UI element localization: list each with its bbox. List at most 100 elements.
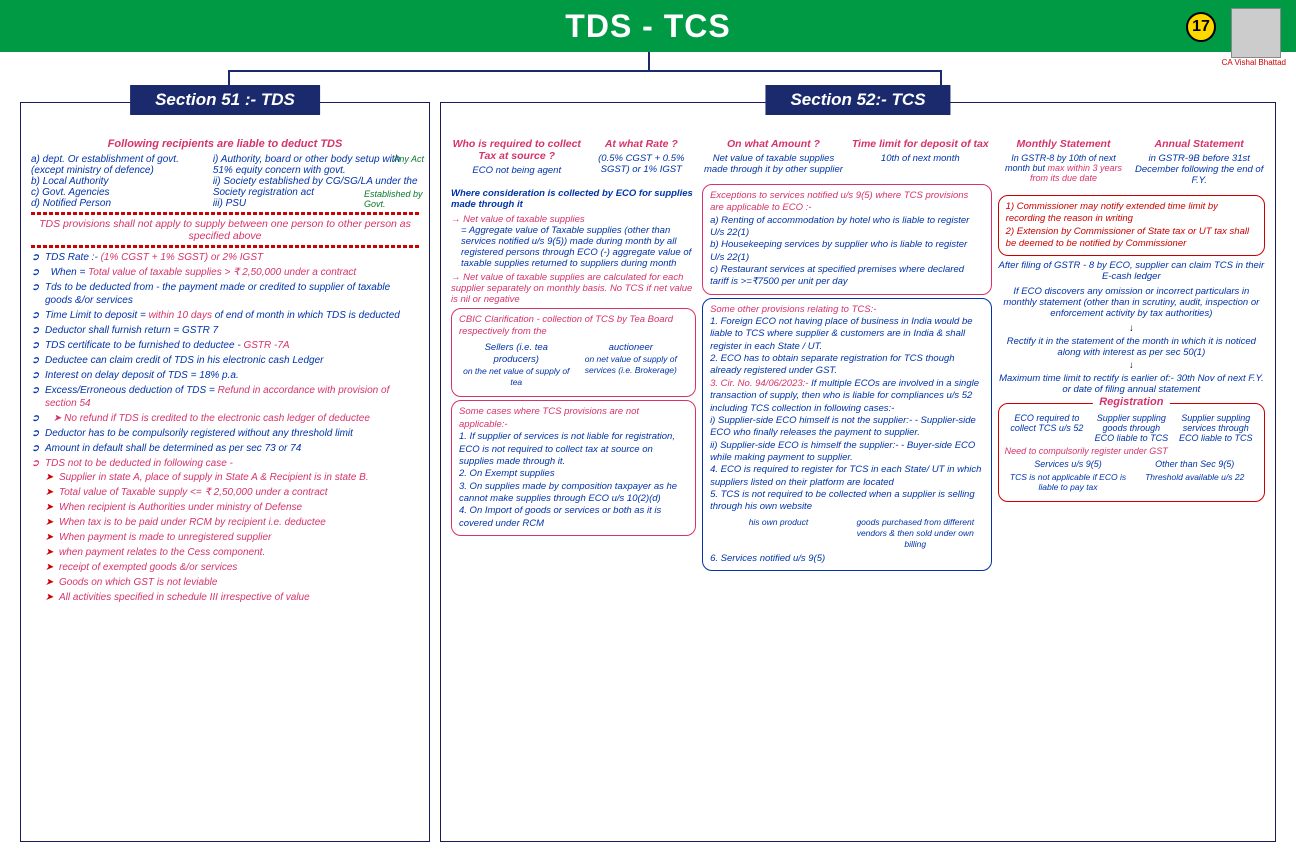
s52-col1: Who is required to collect Tax at source…: [451, 138, 696, 831]
topic-head: Monthly Statement: [998, 138, 1130, 150]
divider: [31, 245, 419, 248]
exceptions-box: Exceptions to services notified u/s 9(5)…: [702, 184, 992, 295]
tree-node: his own product: [710, 517, 847, 550]
list-item: 2) Extension by Commissioner of State ta…: [1006, 226, 1257, 251]
tree-node: TCS is not applicable if ECO is liable t…: [1005, 472, 1132, 492]
tree-sub: on net value of supply of services (i.e.…: [577, 354, 686, 376]
est-govt-note: Established by Govt.: [364, 189, 424, 209]
exc-title: Exceptions to services notified u/s 9(5)…: [710, 190, 984, 215]
topic-body: (0.5% CGST + 0.5% SGST) or 1% IGST: [586, 153, 696, 175]
tree-node: ECO required to collect TCS u/s 52: [1005, 413, 1089, 443]
topic-head: Annual Statement: [1133, 138, 1265, 150]
rule-item: Deductor shall furnish return = GSTR 7: [31, 324, 419, 337]
rule-item: Tds to be deducted from - the payment ma…: [31, 281, 419, 307]
s51-not-apply: TDS provisions shall not apply to supply…: [31, 218, 419, 242]
tree-node: Supplier suppling goods through ECO liab…: [1089, 413, 1173, 443]
list-item: receipt of exempted goods &/or services: [45, 561, 419, 574]
topic-body: 10th of next month: [849, 153, 992, 164]
s52-col3: Monthly Statement In GSTR-8 by 10th of n…: [998, 138, 1265, 831]
topic-head: On what Amount ?: [702, 138, 845, 150]
list-item: b) Housekeeping services by supplier who…: [710, 239, 984, 264]
list-item: when payment relates to the Cess compone…: [45, 546, 419, 559]
commissioner-box: 1) Commissioner may notify extended time…: [998, 195, 1265, 256]
net-value-1: → Net value of taxable supplies: [451, 214, 696, 225]
topic-body: Net value of taxable supplies made throu…: [702, 153, 845, 175]
topic-head: At what Rate ?: [586, 138, 696, 150]
list-item: a) Renting of accommodation by hotel who…: [710, 215, 984, 240]
tree-node: goods purchased from different vendors &…: [847, 517, 984, 550]
list-item: c) Govt. Agencies: [31, 187, 203, 198]
section-51-title: Section 51 :- TDS: [130, 85, 320, 115]
rule-item: Amount in default shall be determined as…: [31, 442, 419, 455]
list-item: When payment is made to unregistered sup…: [45, 531, 419, 544]
rule-item: Interest on delay deposit of TDS = 18% p…: [31, 369, 419, 382]
list-item: ii) Supplier-side ECO is himself the sup…: [710, 440, 984, 465]
registration-box: Registration ECO required to collect TCS…: [998, 403, 1265, 502]
topic-body: In GSTR-8 by 10th of next month but max …: [998, 153, 1130, 183]
list-item: 1. If supplier of services is not liable…: [459, 431, 688, 468]
divider: [31, 212, 419, 215]
rule-item: TDS certificate to be furnished to deduc…: [31, 339, 419, 352]
need-register: Need to compulsorily register under GST: [1005, 446, 1258, 456]
author-name: CA Vishal Bhattad: [1222, 58, 1286, 67]
list-item: c) Restaurant services at specified prem…: [710, 264, 984, 289]
list-item: All activities specified in schedule III…: [45, 591, 419, 604]
list-item: i) Authority, board or other body setup …: [213, 154, 419, 176]
list-item: Total value of Taxable supply <= ₹ 2,50,…: [45, 486, 419, 499]
rule-item: When = Total value of taxable supplies >…: [31, 266, 419, 279]
list-item: 4. On Import of goods or services or bot…: [459, 505, 688, 530]
list-item: When tax is to be paid under RCM by reci…: [45, 516, 419, 529]
list-item: 3. On supplies made by composition taxpa…: [459, 481, 688, 506]
list-item: i) Supplier-side ECO himself is not the …: [710, 415, 984, 440]
reg-title: Registration: [1093, 396, 1169, 408]
avatar: [1231, 8, 1281, 58]
list-item: 5. TCS is not required to be collected w…: [710, 489, 984, 514]
list-item: 6. Services notified u/s 9(5): [710, 553, 984, 565]
tree-sub: on the net value of supply of tea: [462, 366, 571, 388]
s51-heading: Following recipients are liable to deduc…: [31, 138, 419, 150]
topic-head: Time limit for deposit of tax: [849, 138, 992, 150]
s52-col2: On what Amount ? Net value of taxable su…: [702, 138, 992, 831]
list-item: Goods on which GST is not leviable: [45, 576, 419, 589]
list-item: d) Notified Person: [31, 198, 203, 209]
rule-item: TDS Rate :- (1% CGST + 1% SGST) or 2% IG…: [31, 251, 419, 264]
where-consideration: Where consideration is collected by ECO …: [451, 188, 696, 210]
section-52-title: Section 52:- TCS: [765, 85, 950, 115]
not-deducted-head: ➲TDS not to be deducted in following cas…: [31, 458, 419, 469]
section-52-panel: Section 52:- TCS Who is required to coll…: [440, 102, 1276, 842]
tree-node: Other than Sec 9(5): [1131, 459, 1258, 469]
page-number: 17: [1186, 12, 1216, 42]
list-item: When recipient is Authorities under mini…: [45, 501, 419, 514]
list-item: 2. ECO has to obtain separate registrati…: [710, 353, 984, 378]
s51-left-list: a) dept. Or establishment of govt. (exce…: [31, 154, 203, 209]
list-item: Supplier in state A, place of supply in …: [45, 471, 419, 484]
page-title: TDS - TCS: [565, 8, 730, 45]
rule-item: Deductee can claim credit of TDS in his …: [31, 354, 419, 367]
rule-sub: ➤ No refund if TDS is credited to the el…: [31, 412, 419, 425]
topic-body: ECO not being agent: [451, 165, 582, 176]
tree-node: Threshold available u/s 22: [1131, 472, 1258, 492]
na-title: Some cases where TCS provisions are not …: [459, 406, 688, 431]
s51-rules-list: TDS Rate :- (1% CGST + 1% SGST) or 2% IG…: [31, 251, 419, 455]
list-item: 1. Foreign ECO not having place of busin…: [710, 316, 984, 353]
net-value-body: = Aggregate value of Taxable supplies (o…: [451, 225, 696, 269]
op-title: Some other provisions relating to TCS:-: [710, 304, 984, 316]
tree-node: auctioneer: [577, 342, 686, 354]
topic-head: Who is required to collect Tax at source…: [451, 138, 582, 162]
not-deducted-list: Supplier in state A, place of supply in …: [31, 471, 419, 604]
net-value-2: → Net value of taxable supplies are calc…: [451, 272, 696, 305]
rule-item: Deductor has to be compulsorily register…: [31, 427, 419, 440]
list-item: a) dept. Or establishment of govt. (exce…: [31, 154, 203, 176]
not-applicable-box: Some cases where TCS provisions are not …: [451, 400, 696, 535]
rectify: Rectify it in the statement of the month…: [998, 336, 1265, 358]
list-item: 1) Commissioner may notify extended time…: [1006, 201, 1257, 226]
s51-recipients: a) dept. Or establishment of govt. (exce…: [31, 154, 419, 209]
tree-node: Sellers (i.e. tea producers): [462, 342, 571, 367]
tree-node: Services u/s 9(5): [1005, 459, 1132, 469]
connector-line: [228, 70, 942, 72]
topic-body: in GSTR-9B before 31st December followin…: [1133, 153, 1265, 186]
rule-item: Time Limit to deposit = within 10 days o…: [31, 309, 419, 322]
list-item: b) Local Authority: [31, 176, 203, 187]
after-filing: After filing of GSTR - 8 by ECO, supplie…: [998, 260, 1265, 282]
rule-item: Excess/Erroneous deduction of TDS = Refu…: [31, 384, 419, 410]
